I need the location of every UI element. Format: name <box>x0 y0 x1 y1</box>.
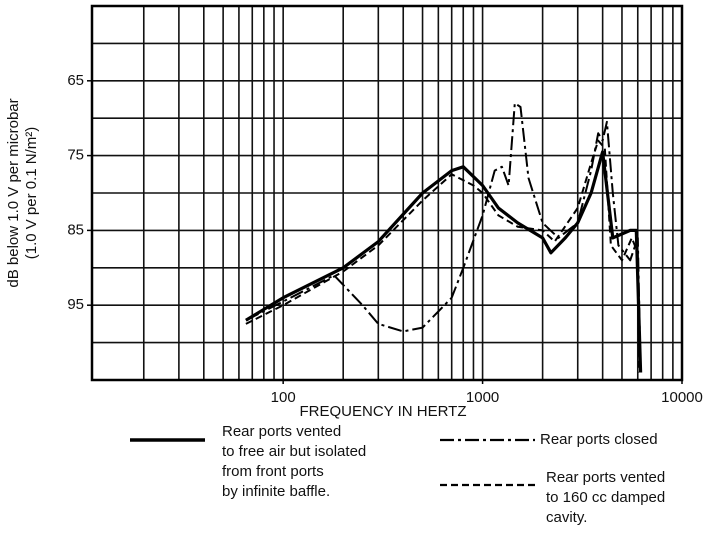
x-tick-label: 10000 <box>661 389 703 406</box>
legend-label: Rear ports vented to free air but isolat… <box>222 423 367 500</box>
x-tick-label: 1000 <box>466 389 499 406</box>
series-line <box>245 102 642 373</box>
y-tick-label: 95 <box>67 296 84 313</box>
x-tick-label: 100 <box>271 389 296 406</box>
y-axis-label: dB below 1.0 V per microbar <box>5 98 22 287</box>
y-tick-label: 85 <box>67 221 84 238</box>
y-axis-label: (1.0 V per 0.1 N/m²) <box>23 127 40 260</box>
series-line <box>245 150 643 373</box>
x-axis-label: FREQUENCY IN HERTZ <box>300 403 467 420</box>
y-tick-label: 75 <box>67 147 84 164</box>
plot-frame <box>90 4 684 382</box>
legend-label: Rear ports vented to 160 cc damped cavit… <box>546 469 666 526</box>
legend-label: Rear ports closed <box>540 431 658 448</box>
series-line <box>245 139 641 373</box>
y-tick-label: 65 <box>67 72 84 89</box>
